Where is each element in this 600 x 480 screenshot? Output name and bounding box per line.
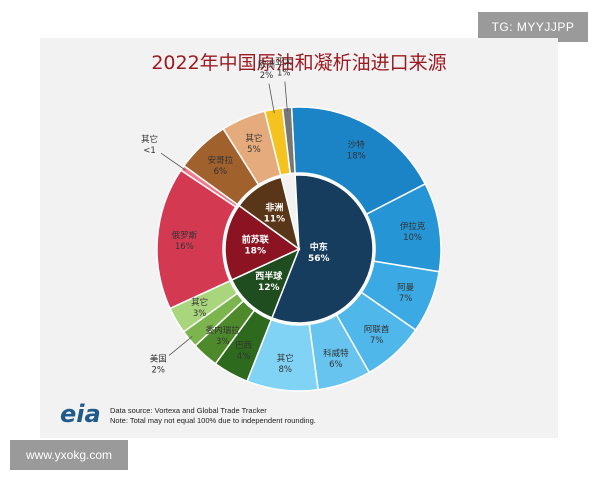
outer-label-15-line: 1% <box>277 69 291 79</box>
outer-label-13: 其它 5% <box>245 133 262 155</box>
outer-label-5: 其它 8% <box>277 353 294 375</box>
sunburst-chart: 沙特 18%伊拉克 10%阿曼 7%阿联酋 7%科威特 6%其它 8%巴西 4%委内瑞拉 3%美… <box>141 57 442 392</box>
footnote-text: Note: Total may not equal 100% due to in… <box>110 416 316 425</box>
outer-slice-15 <box>281 106 296 175</box>
inner-label-3: 非洲 11% <box>264 202 286 225</box>
outer-label-7-line: 委内瑞拉 <box>206 325 241 336</box>
chart-card: 2022年中国原油和凝析油进口来源 沙特 18% 伊拉克 10% 阿曼 7% 阿联酋 7% 科威… <box>40 38 558 438</box>
inner-label-0-line: 56% <box>308 254 330 264</box>
outer-label-14-line: 欧洲 <box>258 59 275 70</box>
outer-label-4: 科威特 6% <box>323 348 349 370</box>
chart-title: 2022年中国原油和凝析油进口来源 <box>151 52 447 74</box>
outer-label-9: 其它 3% <box>191 297 208 319</box>
outer-label-15-line: 亚太 <box>275 57 293 68</box>
outer-label-4-line: 科威特 <box>323 348 349 359</box>
outer-label-11-line: <1 <box>143 146 156 156</box>
outer-label-6-line: 巴西 <box>235 341 252 351</box>
outer-label-12-line: 安哥拉 <box>208 155 234 166</box>
outer-label-0-line: 18% <box>347 151 366 161</box>
outer-label-5-line: 其它 <box>277 353 294 364</box>
outer-label-10: 俄罗斯 16% <box>172 230 198 252</box>
outer-label-11: 其它<1 <box>141 134 158 156</box>
inner-label-0-line: 中东 <box>310 241 328 253</box>
outer-label-2-line: 阿曼 <box>397 283 415 293</box>
outer-label-3: 阿联酋 7% <box>364 324 390 346</box>
outer-label-13-line: 其它 <box>245 133 262 144</box>
inner-label-2-line: 前苏联 <box>242 234 270 246</box>
inner-ring <box>224 174 374 324</box>
outer-label-14: 欧洲 2% <box>258 59 275 81</box>
outer-label-7-line: 3% <box>216 337 230 347</box>
outer-label-3-line: 7% <box>370 336 384 346</box>
outer-label-12: 安哥拉 6% <box>208 155 234 177</box>
outer-label-11-line: 其它 <box>141 134 158 145</box>
outer-label-7: 委内瑞拉 3% <box>206 325 241 347</box>
outer-label-1-line: 10% <box>403 233 422 243</box>
inner-slice-3 <box>237 176 301 251</box>
inner-label-2: 前苏联 18% <box>242 234 270 257</box>
outer-label-3-line: 阿联酋 <box>364 324 390 335</box>
outer-label-14-line: 2% <box>260 71 274 81</box>
outer-label-6: 巴西 4% <box>235 341 252 362</box>
inner-label-0: 中东 56% <box>308 241 330 264</box>
outer-slice-0 <box>290 106 427 216</box>
data-source-text: Data source: Vortexa and Global Trade Tr… <box>110 406 267 415</box>
outer-label-9-line: 其它 <box>191 297 208 308</box>
outer-label-10-line: 16% <box>175 242 194 252</box>
outer-label-12-line: 6% <box>214 167 228 177</box>
inner-label-1-line: 12% <box>258 283 280 293</box>
eia-logo: eia <box>60 400 101 428</box>
outer-label-10-line: 俄罗斯 <box>172 230 198 241</box>
outer-label-9-line: 3% <box>193 309 207 319</box>
outer-label-8: 美国 2% <box>150 353 167 375</box>
outer-label-0-line: 沙特 <box>348 139 366 150</box>
outer-label-14-leader <box>268 83 275 114</box>
inner-label-3-line: 非洲 <box>265 202 283 214</box>
outer-ring <box>156 106 442 392</box>
inner-slice-0 <box>270 174 374 324</box>
outer-label-1: 伊拉克 10% <box>400 221 426 243</box>
outer-label-2: 阿曼 7% <box>397 283 415 304</box>
outer-label-13-line: 5% <box>247 145 261 155</box>
chart-labels: 沙特 18%伊拉克 10%阿曼 7%阿联酋 7%科威特 6%其它 8%巴西 4%委内瑞拉 3%美… <box>141 57 426 376</box>
outer-label-15-leader <box>284 81 288 112</box>
inner-label-3-line: 11% <box>264 215 286 225</box>
outer-label-2-line: 7% <box>399 294 413 304</box>
inner-slice-2 <box>224 204 301 281</box>
inner-label-1: 西半球 12% <box>255 270 283 293</box>
outer-label-15: 亚太 1% <box>275 57 293 79</box>
outer-label-4-line: 6% <box>329 360 343 370</box>
outer-label-11-leader <box>160 152 186 171</box>
outer-label-5-line: 8% <box>279 365 293 375</box>
watermark-site-badge: www.yxokg.com <box>10 440 128 470</box>
outer-label-8-line: 2% <box>151 365 165 375</box>
inner-label-2-line: 18% <box>244 247 266 257</box>
outer-label-1-line: 伊拉克 <box>400 221 426 232</box>
inner-label-1-line: 西半球 <box>255 270 283 282</box>
outer-label-6-line: 4% <box>237 352 251 362</box>
outer-label-8-leader <box>168 336 193 356</box>
outer-label-8-line: 美国 <box>150 353 167 364</box>
watermark-tg-badge: TG: MYYJJPP <box>478 12 588 42</box>
outer-label-0: 沙特 18% <box>347 139 366 161</box>
